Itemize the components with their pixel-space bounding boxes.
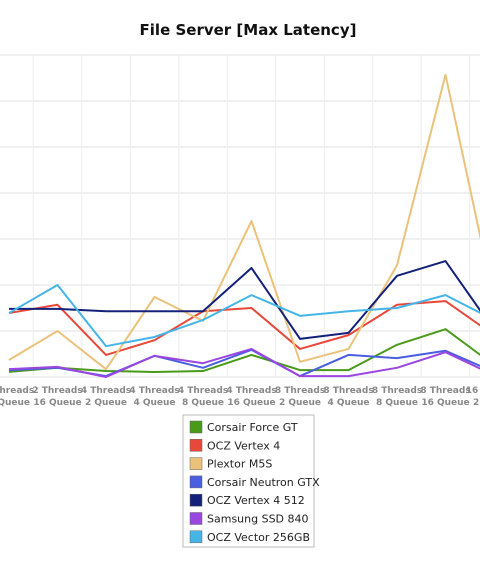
x-tick-label: 8 Threads 8 Queue <box>372 386 422 408</box>
series-line <box>8 73 480 371</box>
legend-label: OCZ Vector 256GB <box>207 531 310 544</box>
legend-label: OCZ Vertex 4 512 <box>207 494 305 507</box>
legend-swatch <box>189 457 203 470</box>
x-tick-label: 8 Threads 2 Queue <box>275 386 325 408</box>
series-line <box>8 347 480 378</box>
legend-swatch <box>189 420 203 434</box>
x-tick-label: 4 Threads 4 Queue <box>129 386 179 408</box>
legend-swatch <box>189 493 203 507</box>
legend-label: Corsair Neutron GTX <box>207 476 320 489</box>
series-line <box>9 260 480 340</box>
x-tick-label: 4 Threads 16 Queue <box>226 386 276 408</box>
legend-swatch <box>189 512 203 525</box>
legend-label: Samsung SSD 840 <box>207 513 309 526</box>
legend-swatch <box>189 475 203 489</box>
legend-label: Corsair Force GT <box>207 421 298 434</box>
x-tick-label: 8 Threads 16 Queue <box>420 386 470 408</box>
legend-swatch <box>189 530 203 544</box>
chart-title: File Server [Max Latency] <box>140 21 357 39</box>
series-line <box>8 328 480 373</box>
x-tick-label: 8 Threads 4 Queue <box>323 386 373 408</box>
x-tick-label: 4 Threads 8 Queue <box>178 386 228 408</box>
x-tick-label: 4 Threads 2 Queue <box>81 386 131 408</box>
legend-swatch <box>189 439 203 452</box>
x-tick-label: 2 Threads 16 Queue <box>32 386 82 408</box>
legend-label: Plextor M5S <box>207 458 272 471</box>
legend-label: OCZ Vertex 4 <box>207 439 280 452</box>
legend-box <box>182 414 315 548</box>
series-line <box>8 284 480 348</box>
